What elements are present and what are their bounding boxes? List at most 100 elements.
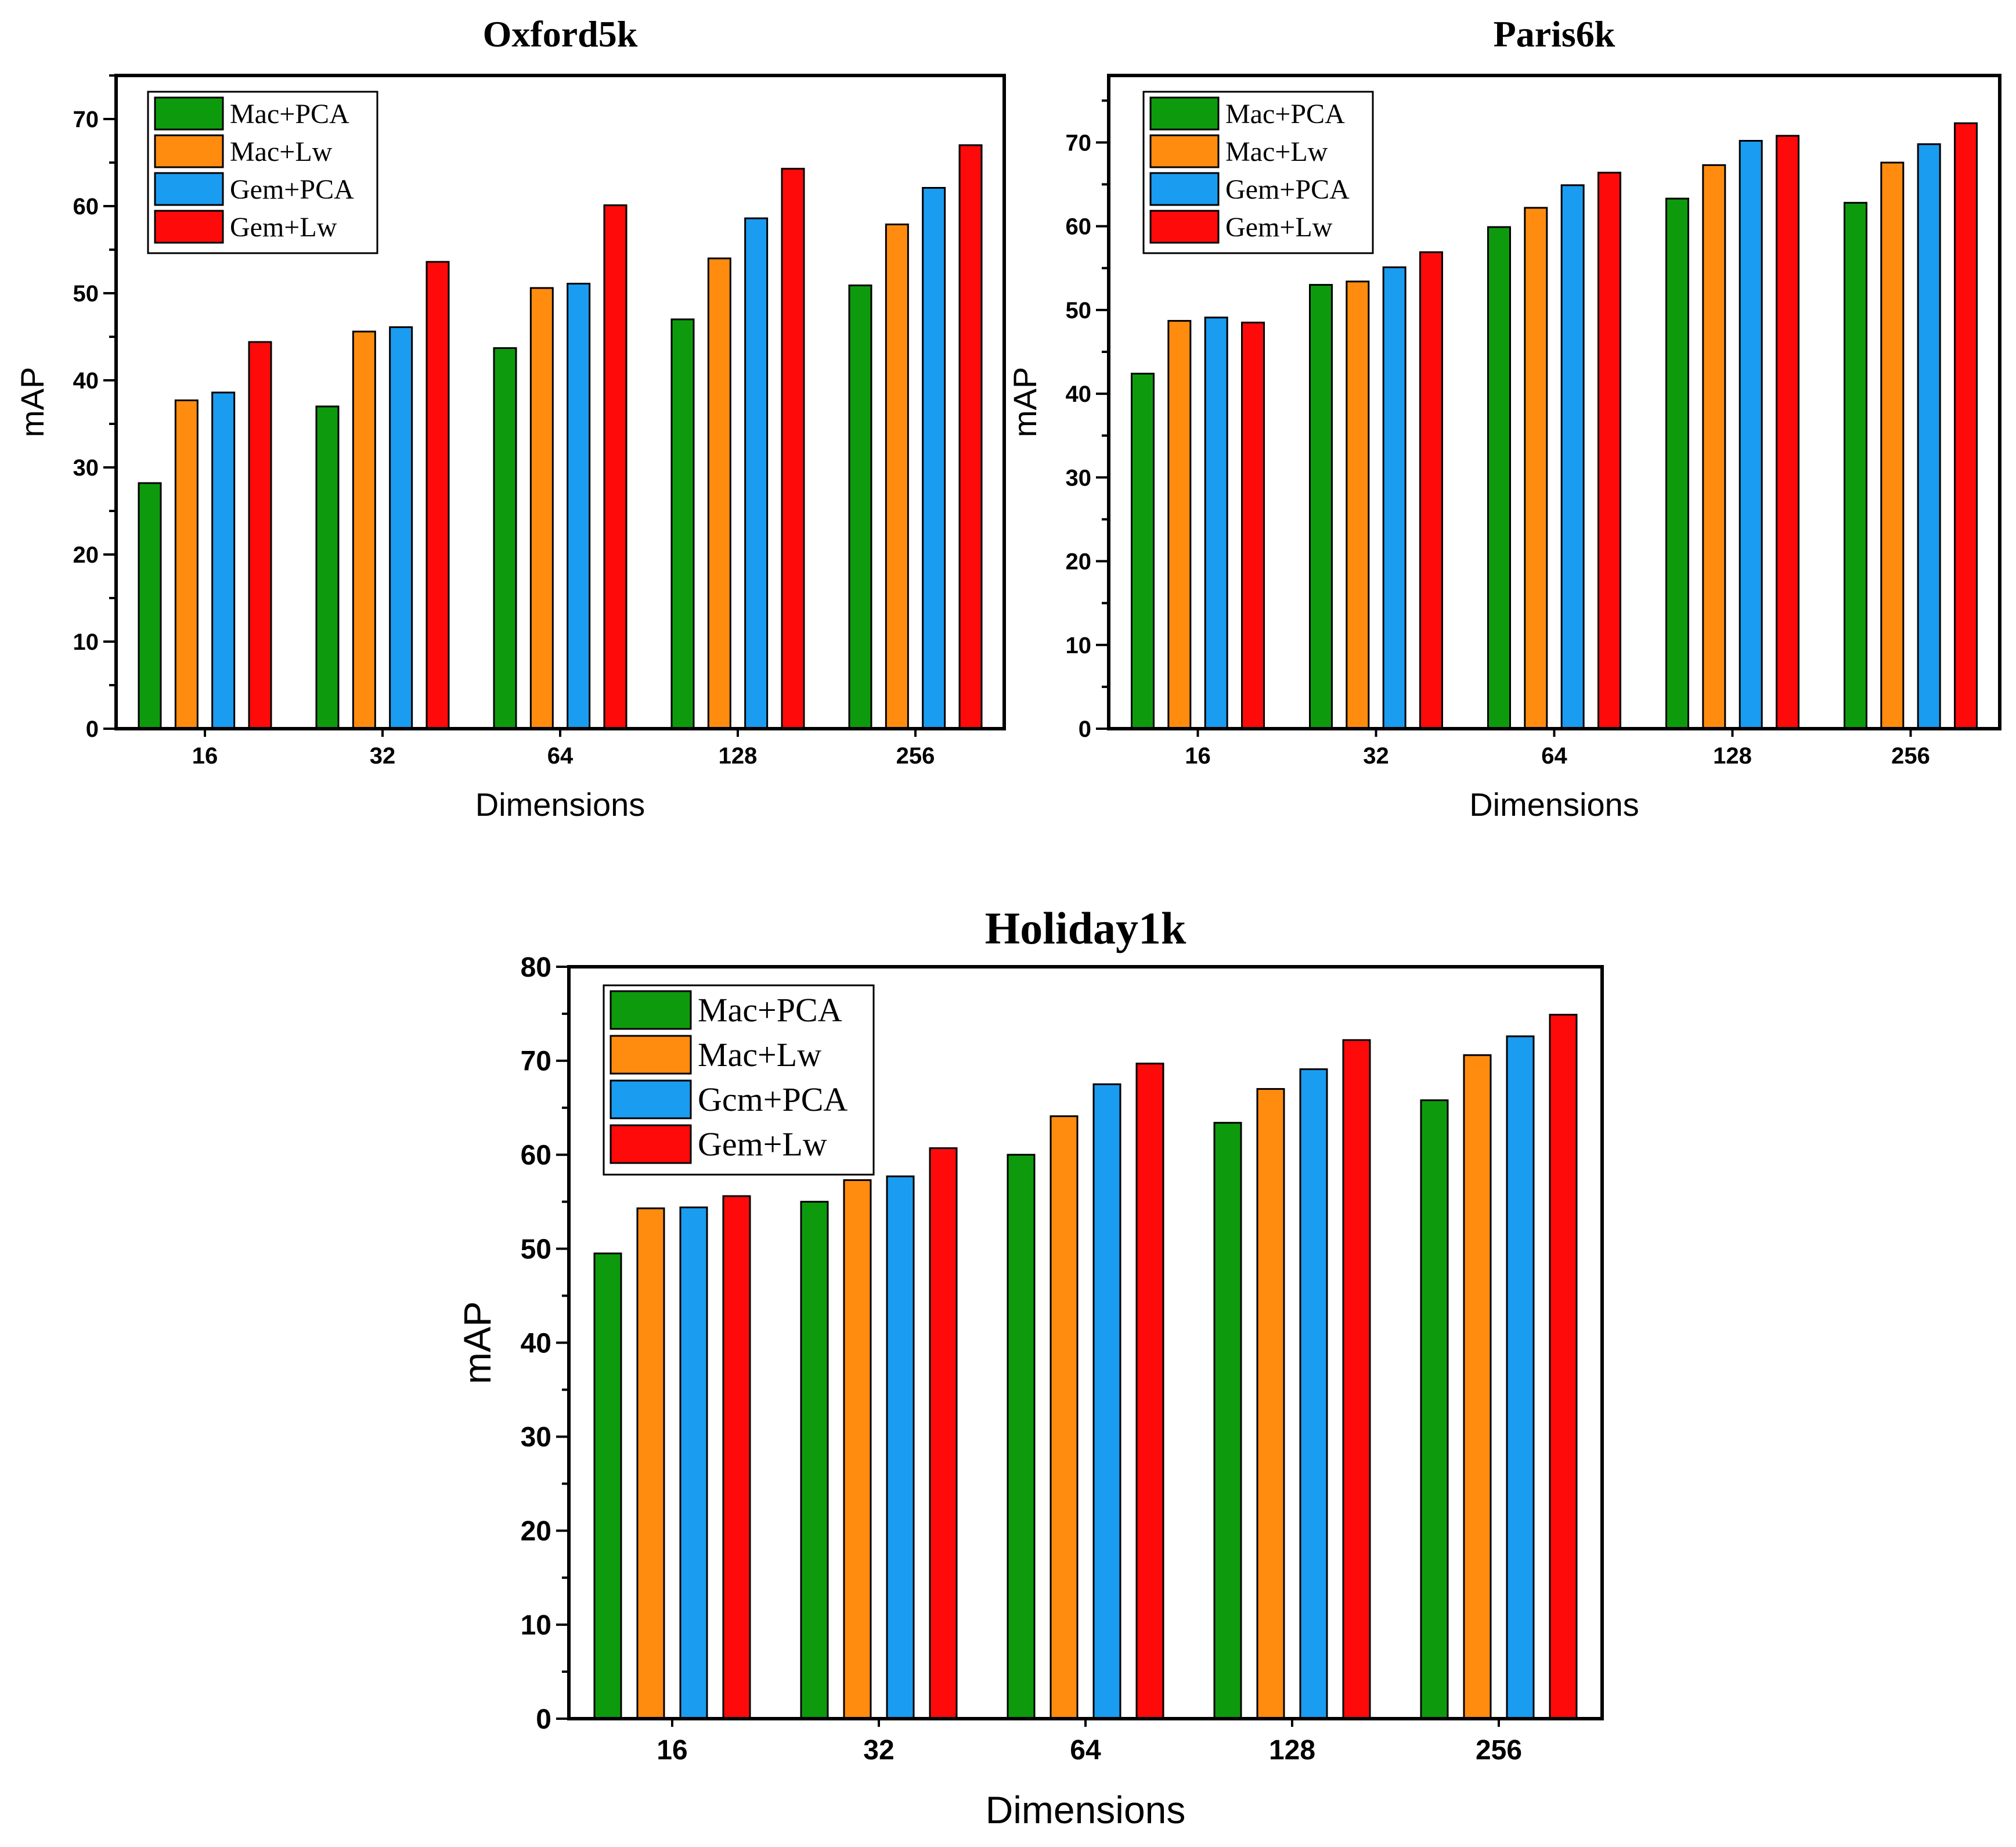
y-tick-label: 10 bbox=[1066, 633, 1092, 658]
bar-Gem+PCA-128 bbox=[744, 217, 769, 730]
bar-Gem+PCA-64 bbox=[1560, 184, 1585, 730]
legend-swatch bbox=[1149, 172, 1220, 206]
bar-Mac+PCA-32 bbox=[1309, 284, 1333, 730]
chart-svg: Paris6k 16 32 64 128 256 0 10 20 30 40 50 60 70 Dimens… bbox=[1010, 13, 2001, 823]
bar-Gcm+PCA-16 bbox=[679, 1206, 708, 1720]
bar-Gem+PCA-32 bbox=[1382, 266, 1406, 730]
y-tick-label: 80 bbox=[521, 952, 551, 983]
y-tick-label: 40 bbox=[1066, 381, 1092, 407]
x-tick-label: 256 bbox=[1891, 743, 1930, 769]
bar-Mac+Lw-64 bbox=[1524, 207, 1548, 730]
bar-Gem+PCA-16 bbox=[1204, 316, 1228, 730]
x-axis-label: Dimensions bbox=[986, 1788, 1186, 1831]
chart-holiday1k: Holiday1k 16 32 64 128 256 0 10 20 30 40 50 60 70 80 Di… bbox=[447, 894, 1608, 1847]
legend-label: Gem+Lw bbox=[698, 1125, 827, 1163]
bar-Mac+Lw-256 bbox=[885, 224, 909, 730]
y-tick-label: 20 bbox=[73, 542, 99, 568]
bar-Gem+Lw-128 bbox=[781, 168, 805, 730]
y-axis-label: mAP bbox=[1010, 367, 1043, 437]
bar-Gcm+PCA-64 bbox=[1092, 1083, 1121, 1720]
legend-label: Gem+Lw bbox=[230, 212, 337, 243]
x-tick-label: 16 bbox=[192, 743, 218, 769]
x-axis-label: Dimensions bbox=[1469, 786, 1639, 823]
bar-Mac+Lw-16 bbox=[174, 399, 199, 730]
x-tick-label: 32 bbox=[370, 743, 396, 769]
x-axis-label: Dimensions bbox=[475, 786, 645, 823]
y-tick-label: 70 bbox=[521, 1046, 551, 1077]
y-tick-label: 60 bbox=[1066, 214, 1092, 240]
x-tick-label: 32 bbox=[863, 1735, 894, 1766]
y-tick-label: 0 bbox=[536, 1704, 551, 1735]
bar-Gem+PCA-64 bbox=[567, 283, 591, 730]
bar-Mac+PCA-32 bbox=[800, 1201, 829, 1720]
y-tick-label: 70 bbox=[73, 107, 99, 132]
bar-Mac+PCA-64 bbox=[493, 347, 517, 730]
y-tick-label: 50 bbox=[1066, 298, 1092, 323]
y-tick-label: 70 bbox=[1066, 130, 1092, 156]
x-tick-label: 64 bbox=[1541, 743, 1567, 769]
y-tick-label: 30 bbox=[1066, 465, 1092, 491]
bar-Gem+PCA-256 bbox=[922, 187, 946, 730]
legend-swatch bbox=[610, 1124, 692, 1164]
bar-Gem+PCA-128 bbox=[1739, 140, 1763, 730]
bar-Gem+PCA-32 bbox=[389, 326, 413, 730]
bar-Mac+Lw-256 bbox=[1880, 161, 1905, 730]
bar-Gem+Lw-128 bbox=[1776, 135, 1799, 730]
bar-Mac+Lw-32 bbox=[352, 330, 376, 730]
bar-Mac+PCA-128 bbox=[1213, 1122, 1242, 1720]
x-tick-label: 64 bbox=[547, 743, 574, 769]
bar-Mac+Lw-64 bbox=[529, 287, 554, 730]
y-tick-label: 0 bbox=[1079, 717, 1091, 742]
bar-Mac+Lw-128 bbox=[1256, 1088, 1285, 1720]
x-tick-label: 64 bbox=[1070, 1735, 1101, 1766]
y-tick-label: 60 bbox=[73, 194, 99, 219]
bar-Gem+Lw-32 bbox=[1419, 251, 1443, 730]
legend-swatch bbox=[154, 172, 224, 206]
legend-label: Gcm+PCA bbox=[698, 1081, 847, 1118]
plot-frame bbox=[114, 74, 1006, 730]
bar-Gem+Lw-256 bbox=[958, 144, 983, 730]
bar-Gem+Lw-16 bbox=[1241, 321, 1265, 730]
y-tick-label: 30 bbox=[73, 455, 99, 481]
legend-swatch bbox=[154, 134, 224, 168]
y-tick-label: 50 bbox=[521, 1234, 551, 1265]
legend-swatch bbox=[610, 990, 692, 1030]
chart-title: Paris6k bbox=[1494, 13, 1615, 55]
chart-paris6k: Paris6k 16 32 64 128 256 0 10 20 30 40 50 60 70 Dimens… bbox=[1010, 0, 2016, 825]
bar-Gem+Lw-32 bbox=[929, 1147, 958, 1720]
bar-Mac+PCA-16 bbox=[593, 1252, 622, 1720]
chart-title: Holiday1k bbox=[985, 903, 1186, 953]
bar-Mac+Lw-16 bbox=[1167, 320, 1192, 730]
x-tick-label: 256 bbox=[1476, 1735, 1522, 1766]
legend-swatch bbox=[610, 1079, 692, 1119]
legend-swatch bbox=[1149, 210, 1220, 244]
x-tick-label: 128 bbox=[1713, 743, 1752, 769]
bar-Mac+Lw-128 bbox=[1702, 164, 1726, 730]
bar-Mac+PCA-256 bbox=[848, 285, 872, 730]
y-tick-label: 30 bbox=[521, 1422, 551, 1453]
bar-Mac+PCA-64 bbox=[1007, 1154, 1036, 1720]
bar-Gem+Lw-64 bbox=[603, 204, 627, 730]
bar-Mac+Lw-16 bbox=[636, 1207, 665, 1720]
legend-label: Gem+PCA bbox=[230, 174, 354, 205]
bar-Gem+PCA-256 bbox=[1917, 143, 1941, 730]
y-tick-label: 40 bbox=[521, 1328, 551, 1359]
legend-label: Mac+Lw bbox=[698, 1036, 821, 1074]
legend-label: Mac+Lw bbox=[230, 136, 333, 167]
legend-label: Mac+PCA bbox=[698, 991, 842, 1029]
y-tick-label: 40 bbox=[73, 368, 99, 394]
y-axis-label: mAP bbox=[14, 367, 51, 437]
bar-Gem+PCA-16 bbox=[211, 391, 236, 730]
bar-Mac+Lw-64 bbox=[1050, 1115, 1079, 1720]
y-tick-label: 20 bbox=[1066, 549, 1092, 575]
bar-Mac+Lw-32 bbox=[843, 1179, 872, 1720]
bar-Gcm+PCA-128 bbox=[1299, 1068, 1328, 1720]
bar-Mac+Lw-256 bbox=[1463, 1054, 1492, 1720]
plot-frame bbox=[1107, 74, 2001, 730]
bar-Gcm+PCA-32 bbox=[886, 1175, 915, 1720]
bar-Gem+Lw-64 bbox=[1597, 171, 1621, 730]
bar-Mac+Lw-128 bbox=[707, 257, 731, 730]
y-tick-label: 20 bbox=[521, 1516, 551, 1547]
legend-swatch bbox=[154, 96, 224, 131]
bar-Mac+PCA-16 bbox=[138, 482, 162, 730]
